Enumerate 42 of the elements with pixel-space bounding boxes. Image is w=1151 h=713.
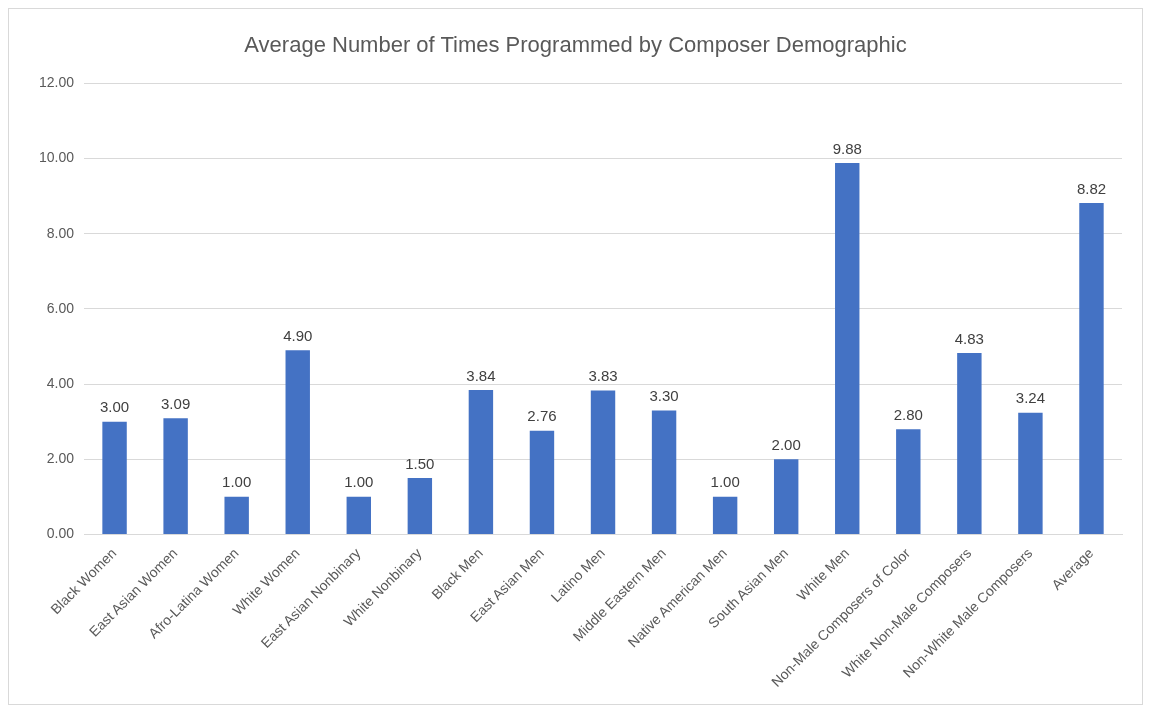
data-label: 4.83 (954, 329, 984, 347)
data-label: 9.88 (832, 139, 862, 157)
bar (529, 430, 555, 534)
bar (590, 390, 616, 534)
data-label: 3.84 (466, 366, 496, 384)
data-label: 3.24 (1015, 389, 1046, 407)
bar (102, 421, 127, 534)
y-tick-label: 4.00 (46, 374, 75, 391)
data-label: 1.00 (222, 473, 252, 491)
bar (773, 459, 799, 534)
bar (346, 496, 371, 534)
y-tick-label: 10.00 (38, 149, 75, 166)
bar (835, 163, 860, 534)
bar (224, 496, 249, 534)
y-tick-label: 6.00 (46, 299, 75, 316)
bar (407, 478, 433, 534)
data-label: 3.09 (161, 394, 191, 412)
bar (468, 390, 494, 534)
data-label: 1.00 (710, 473, 740, 491)
data-label: 3.00 (99, 398, 130, 416)
data-label: 8.82 (1076, 179, 1107, 197)
data-label: 2.00 (771, 435, 801, 453)
y-tick-label: 8.00 (46, 224, 75, 241)
bar (651, 410, 677, 534)
data-label: 4.90 (283, 326, 313, 344)
chart-title: Average Number of Times Programmed by Composer Demographic (244, 32, 907, 58)
bar (896, 429, 921, 534)
bar (712, 496, 738, 534)
y-tick-label: 2.00 (46, 450, 75, 467)
data-label: 2.80 (893, 405, 923, 423)
y-tick-label: 0.00 (46, 525, 75, 542)
data-label: 2.76 (527, 407, 557, 425)
bar (957, 352, 982, 534)
data-label: 1.00 (344, 473, 374, 491)
y-tick-label: 12.00 (38, 74, 75, 91)
bar (163, 418, 188, 534)
bar (1079, 202, 1104, 534)
data-label: 3.83 (588, 367, 618, 385)
bar (1018, 412, 1043, 534)
data-label: 1.50 (405, 454, 435, 472)
data-label: 3.30 (649, 387, 679, 405)
bar (285, 350, 310, 534)
